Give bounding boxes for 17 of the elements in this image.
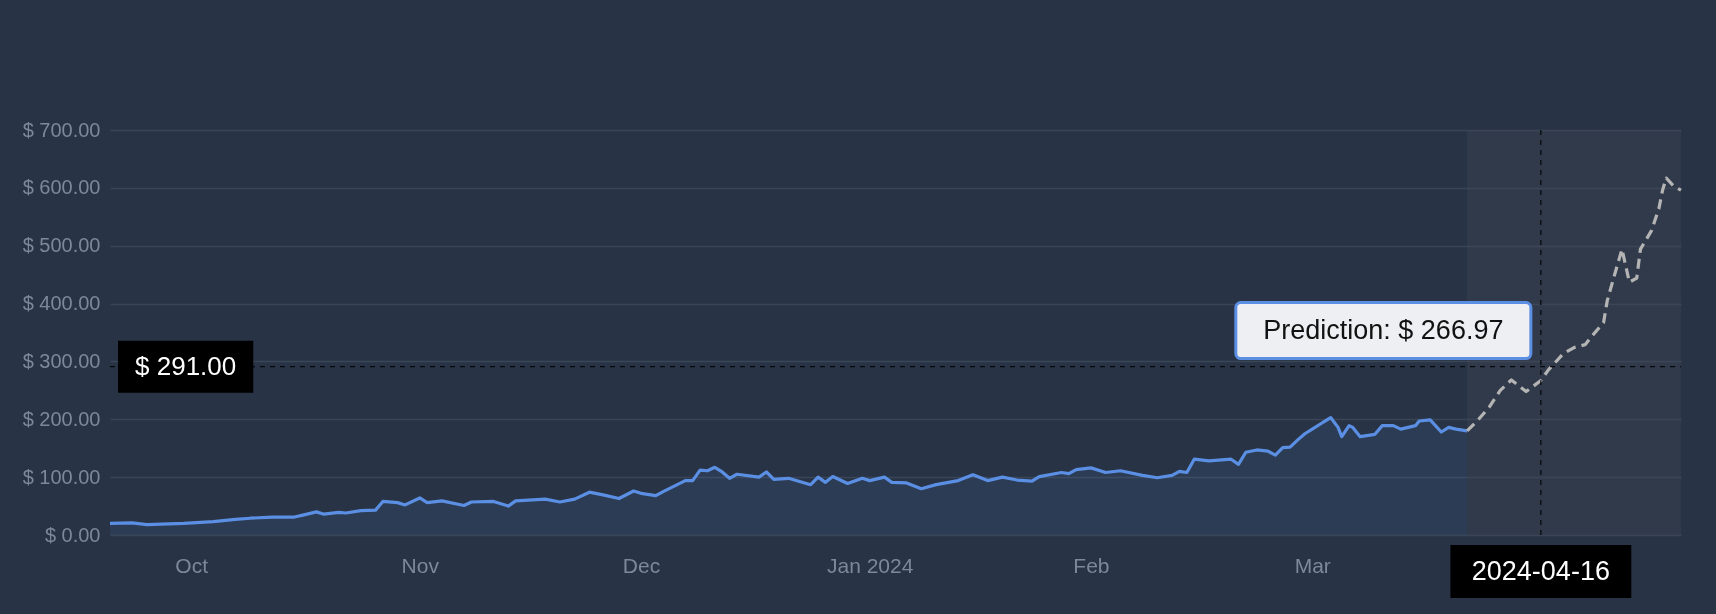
y-tick-label: $ 200.00 xyxy=(22,407,101,430)
y-tick-label: $ 400.00 xyxy=(22,292,101,315)
annotation: Prediction: $ 266.97 xyxy=(1263,314,1504,345)
y-tick-label: $ 500.00 xyxy=(22,234,101,257)
y-tick-label: $ 600.00 xyxy=(22,176,101,199)
y-tick-label: $ 0.00 xyxy=(44,523,101,546)
x-tick-label: Mar xyxy=(1294,553,1331,577)
x-tick-label: Oct xyxy=(175,553,209,577)
y-tick-label: $ 700.00 xyxy=(22,118,101,141)
x-tick-label: Nov xyxy=(401,553,440,577)
y-tick-label: $ 100.00 xyxy=(22,465,101,488)
ref-line-label: $ 291.00 xyxy=(135,350,237,381)
x-tick-label: Dec xyxy=(622,553,661,577)
ref-line-label: 2024-04-16 xyxy=(1471,556,1610,586)
x-tick-label: Jan 2024 xyxy=(826,553,914,577)
y-tick-label: $ 300.00 xyxy=(22,349,101,372)
x-tick-label: Feb xyxy=(1073,553,1110,577)
